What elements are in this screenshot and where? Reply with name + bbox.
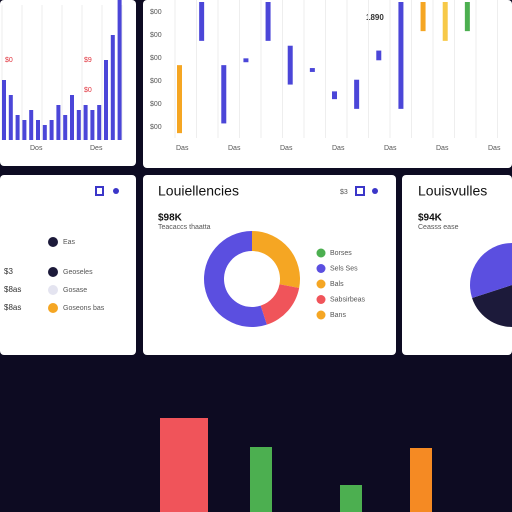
annotation: $0 <box>5 57 13 64</box>
x-tick-label: Das <box>176 145 189 152</box>
y-tick-label: $00 <box>150 32 162 39</box>
x-tick-label: Das <box>228 145 241 152</box>
card <box>143 175 396 355</box>
y-tick-label: $00 <box>150 78 162 85</box>
legend-value: $3 <box>4 267 13 276</box>
pie-slice <box>252 231 300 288</box>
legend-dot <box>48 237 58 247</box>
card-value: $98K <box>158 213 183 224</box>
range-bar <box>177 65 182 134</box>
legend-value: $8as <box>4 285 21 294</box>
legend-dot <box>48 303 58 313</box>
range-bar <box>464 2 470 32</box>
x-tick-label: Das <box>384 145 397 152</box>
range-bar <box>398 2 404 109</box>
legend-dot <box>316 248 326 258</box>
x-tick-label: Das <box>436 145 449 152</box>
x-tick-label: Das <box>332 145 345 152</box>
legend-dot <box>316 310 326 320</box>
annotation: $0 <box>84 87 92 94</box>
bar <box>2 80 6 140</box>
bar <box>56 105 61 140</box>
icon[interactable] <box>113 188 119 194</box>
legend-label: Goseons bas <box>63 305 105 312</box>
legend-label: Sabsirbeas <box>330 296 366 303</box>
y-tick-label: $00 <box>150 124 162 131</box>
range-bar <box>287 45 293 85</box>
card-title: Louiellencies <box>158 183 239 199</box>
bar <box>117 0 122 140</box>
legend-dot <box>48 285 58 295</box>
icon[interactable] <box>355 186 365 196</box>
bar <box>70 95 74 140</box>
badge: $3 <box>340 189 348 196</box>
range-bar <box>442 2 448 41</box>
range-bar <box>376 50 382 61</box>
pie-slice <box>470 243 512 298</box>
legend-label: Borses <box>330 250 352 257</box>
bar <box>97 105 102 140</box>
range-bar <box>420 2 426 32</box>
bar <box>76 110 81 140</box>
card <box>143 0 512 168</box>
bar <box>250 447 272 512</box>
legend-label: Eas <box>63 239 76 246</box>
x-tick-label: Das <box>488 145 501 152</box>
bar <box>83 105 88 140</box>
legend-label: Geoseles <box>63 269 93 276</box>
card-subtitle: Ceasss ease <box>418 224 459 231</box>
bar <box>63 115 68 140</box>
legend-label: Gosase <box>63 287 87 294</box>
range-bar <box>221 65 227 124</box>
legend-dot <box>316 295 326 304</box>
bar <box>90 110 95 140</box>
y-tick-label: $00 <box>150 55 162 62</box>
range-bar <box>332 91 337 100</box>
icon[interactable] <box>372 188 378 194</box>
legend-label: Sels Ses <box>330 265 358 272</box>
bar <box>22 120 27 140</box>
card-title: Louisvulles <box>418 183 487 199</box>
card <box>0 0 136 166</box>
y-tick-label: $00 <box>150 9 162 16</box>
x-tick-label: Dos <box>30 145 43 152</box>
range-bar <box>199 2 205 41</box>
pie-slice <box>260 284 300 325</box>
legend-value: $8as <box>4 303 21 312</box>
pie-slice <box>472 243 512 327</box>
bar <box>8 95 13 140</box>
card <box>0 175 136 355</box>
bar <box>49 120 54 140</box>
legend-dot <box>316 264 326 273</box>
card-value: $94K <box>418 213 443 224</box>
bar <box>36 120 40 140</box>
bar <box>340 485 362 512</box>
range-bar <box>309 68 315 72</box>
annotation: 1890 <box>366 13 384 22</box>
legend-dot <box>48 267 58 277</box>
range-bar <box>354 79 360 109</box>
x-tick-label: Des <box>90 145 103 152</box>
legend-dot <box>316 279 326 289</box>
icon[interactable] <box>95 186 104 196</box>
range-bar <box>265 2 271 41</box>
y-tick-label: $00 <box>150 101 162 108</box>
bar <box>15 115 20 140</box>
annotation: $9 <box>84 57 92 64</box>
bar <box>110 35 115 140</box>
bar <box>29 110 34 140</box>
bar <box>410 448 432 512</box>
bar <box>160 418 208 512</box>
legend-label: Bals <box>330 281 344 288</box>
legend-label: Bans <box>330 312 346 319</box>
pie-slice <box>204 231 267 327</box>
bar <box>104 60 108 140</box>
range-bar <box>243 58 249 63</box>
card-subtitle: Teacaccs thaatta <box>158 224 211 231</box>
x-tick-label: Das <box>280 145 293 152</box>
bar <box>42 125 47 140</box>
